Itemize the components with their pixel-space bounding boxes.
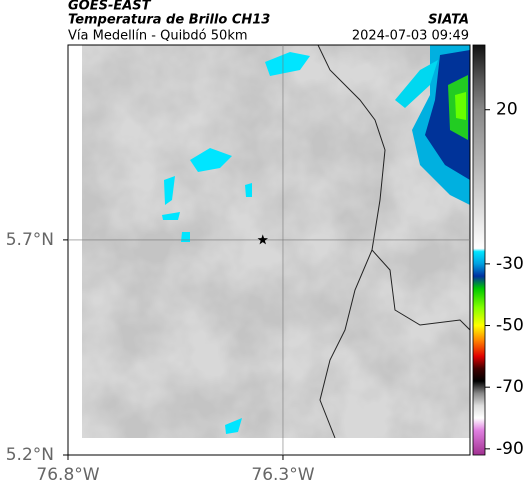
colorbar-tick-label: -50 <box>496 316 524 336</box>
colorbar-tick-label: 20 <box>496 100 518 120</box>
colorbar <box>472 44 486 456</box>
location-marker <box>257 234 268 245</box>
map-frame <box>67 44 471 456</box>
subtitle: Vía Medellín - Quibdó 50km <box>68 29 248 44</box>
source: GOES-EAST <box>68 0 152 14</box>
colorbar-tick-label: -70 <box>496 377 524 397</box>
colorbar-tick-label: -90 <box>496 439 524 459</box>
x-tick-label: 76.8°W <box>36 465 99 485</box>
x-tick-label: 76.3°W <box>251 465 314 485</box>
title: Temperatura de Brillo CH13 <box>68 13 270 28</box>
y-tick-label: 5.7°N <box>6 230 54 250</box>
brand: SIATA <box>428 13 469 28</box>
satellite-image <box>82 45 470 438</box>
y-tick-label: 5.2°N <box>6 445 54 465</box>
colorbar-tick-label: -30 <box>496 254 524 274</box>
datetime: 2024-07-03 09:49 <box>352 29 469 44</box>
